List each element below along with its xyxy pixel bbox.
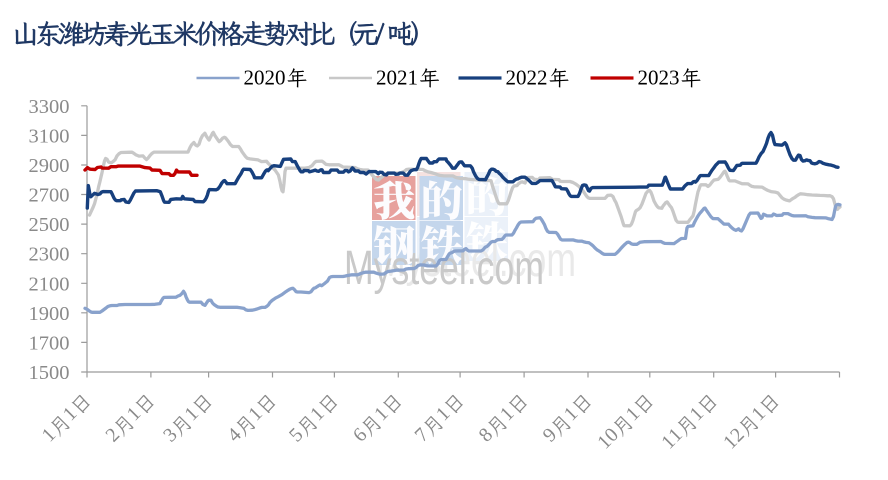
svg-text:2100: 2100 [29, 273, 70, 295]
svg-text:Mysteel.com: Mysteel.com [344, 242, 544, 295]
svg-text:1500: 1500 [29, 362, 70, 384]
svg-text:2900: 2900 [29, 155, 70, 177]
svg-text:2023: 2023 [638, 66, 680, 90]
svg-text:2500: 2500 [29, 214, 70, 236]
svg-text:3100: 3100 [29, 125, 70, 147]
svg-text:3300: 3300 [29, 96, 70, 118]
svg-text:2022: 2022 [506, 66, 548, 90]
svg-text:2021: 2021 [376, 66, 418, 90]
svg-text:2020: 2020 [244, 66, 286, 90]
svg-text:2300: 2300 [29, 244, 70, 266]
svg-text:1900: 1900 [29, 303, 70, 325]
svg-text:2700: 2700 [29, 185, 70, 207]
svg-text:1700: 1700 [29, 332, 70, 354]
